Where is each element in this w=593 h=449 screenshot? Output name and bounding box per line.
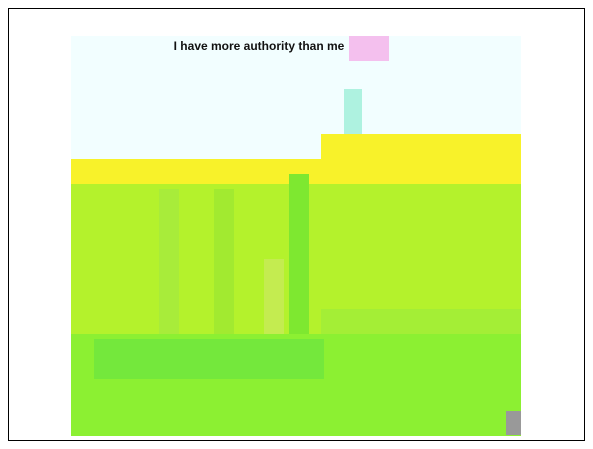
glitch-block <box>214 189 234 334</box>
yellow-band <box>321 134 521 162</box>
glitch-block <box>264 259 284 334</box>
glitch-image <box>71 36 521 436</box>
glitch-block <box>94 339 324 379</box>
glitch-block <box>506 411 521 435</box>
title: I have more authority than me <box>173 39 345 53</box>
glitch-block <box>289 174 309 334</box>
frame: I have more authority than me <box>8 8 585 441</box>
glitch-block <box>349 36 389 61</box>
glitch-block <box>159 189 179 334</box>
